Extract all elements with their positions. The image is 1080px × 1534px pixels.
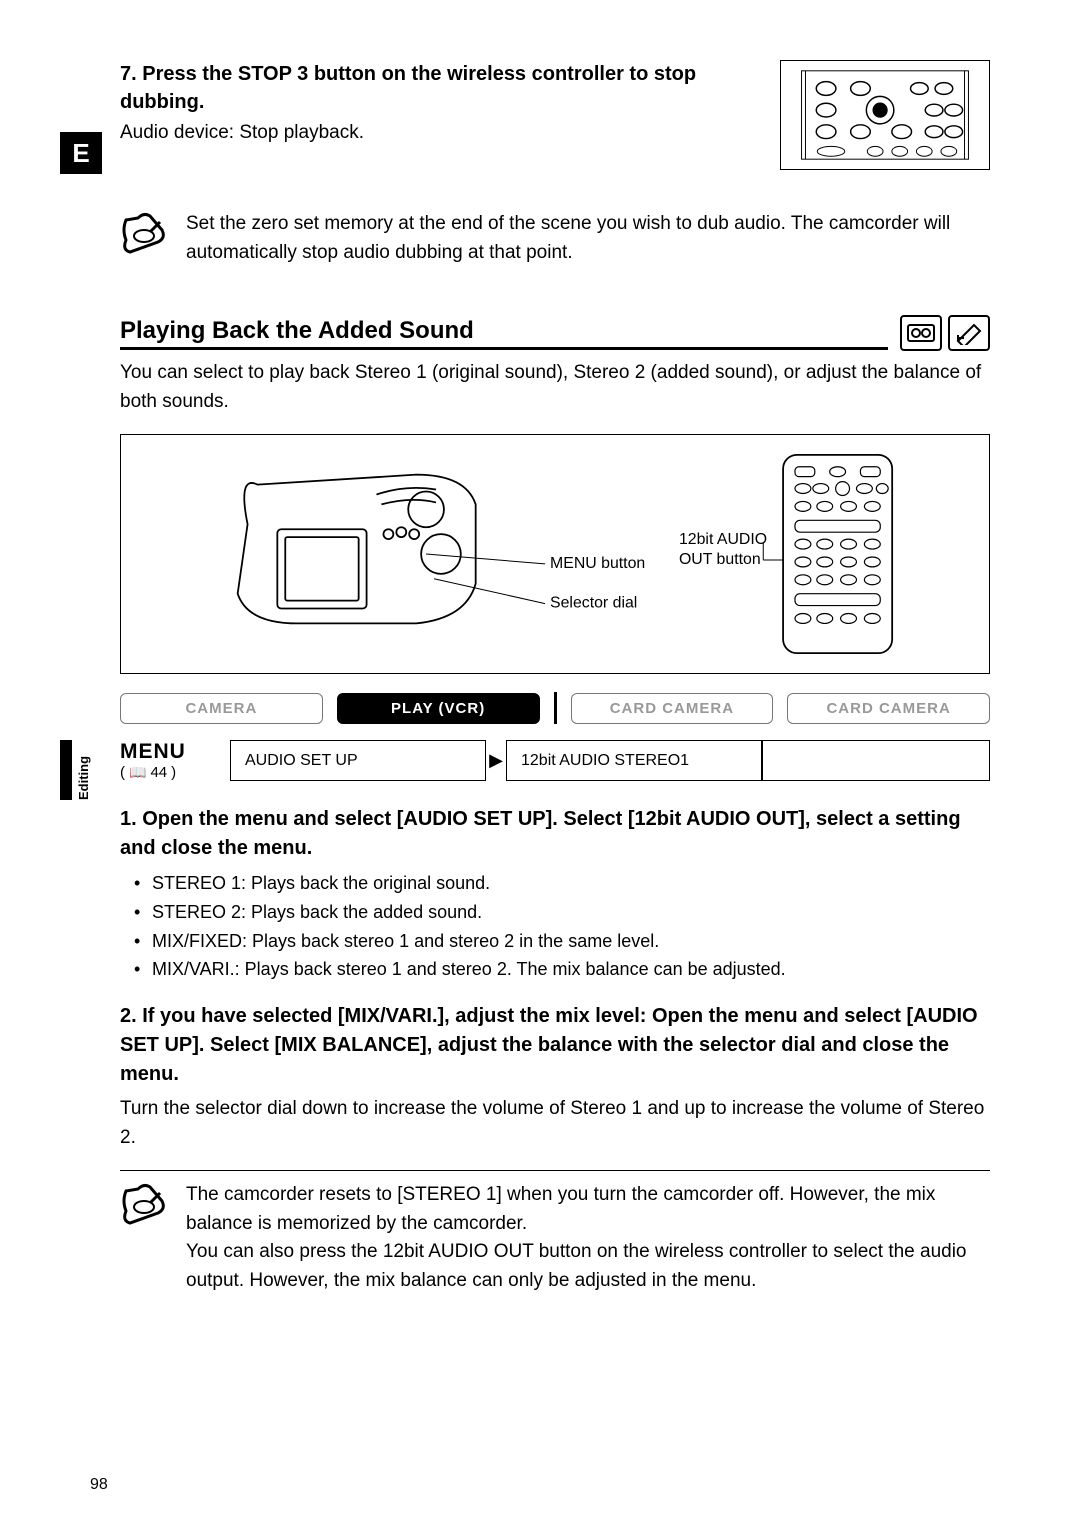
bullet-item: MIX/VARI.: Plays back stereo 1 and stere…: [134, 955, 990, 984]
section-intro: You can select to play back Stereo 1 (or…: [120, 359, 990, 416]
note-icon: [120, 210, 168, 258]
label-selector-dial: Selector dial: [550, 595, 637, 612]
note-1-text: Set the zero set memory at the end of th…: [186, 210, 990, 267]
bullet-item: STEREO 1: Plays back the original sound.: [134, 869, 990, 898]
menu-cell-1: AUDIO SET UP: [230, 740, 486, 781]
mode-play-vcr: PLAY (VCR): [337, 693, 540, 724]
section-tab-bar: [60, 740, 72, 800]
tape-icon: [900, 315, 942, 351]
menu-arrow-icon: ▶: [486, 740, 506, 781]
language-tab: E: [60, 132, 102, 174]
book-icon: 📖: [129, 764, 146, 781]
camcorder-remote-diagram: MENU button Selector dial: [120, 434, 990, 674]
mode-camera: CAMERA: [120, 693, 323, 724]
mode-card-camera-1: CARD CAMERA: [571, 693, 774, 724]
instruction-1-bullets: STEREO 1: Plays back the original sound.…: [120, 869, 990, 984]
note-icon: [120, 1181, 168, 1229]
note-2-text: The camcorder resets to [STEREO 1] when …: [186, 1181, 990, 1295]
menu-cell-empty: [762, 740, 990, 781]
instruction-2-heading: 2. If you have selected [MIX/VARI.], adj…: [120, 1002, 990, 1089]
pen-icon: [948, 315, 990, 351]
mode-separator: [554, 692, 557, 724]
page-number: 98: [90, 1476, 108, 1494]
menu-path-row: MENU (📖 44) AUDIO SET UP ▶ 12bit AUDIO S…: [120, 740, 990, 781]
menu-cell-2: 12bit AUDIO STEREO1: [506, 740, 762, 781]
instruction-2-sub: Turn the selector dial down to increase …: [120, 1095, 990, 1152]
menu-page-ref: (📖 44): [120, 764, 230, 781]
label-audio-out-2: OUT button: [679, 551, 761, 568]
label-audio-out-1: 12bit AUDIO: [679, 531, 767, 548]
bullet-item: MIX/FIXED: Plays back stereo 1 and stere…: [134, 927, 990, 956]
mode-selector-row: CAMERA PLAY (VCR) CARD CAMERA CARD CAMER…: [120, 692, 990, 724]
label-menu-button: MENU button: [550, 555, 645, 572]
mode-card-camera-2: CARD CAMERA: [787, 693, 990, 724]
step-7-subtext: Audio device: Stop playback.: [120, 122, 760, 144]
menu-label: MENU: [120, 740, 230, 764]
mode-icons: [900, 315, 990, 351]
section-heading: Playing Back the Added Sound: [120, 317, 888, 350]
remote-controller-diagram: [780, 60, 990, 170]
bullet-item: STEREO 2: Plays back the added sound.: [134, 898, 990, 927]
instruction-1-heading: 1. Open the menu and select [AUDIO SET U…: [120, 805, 990, 863]
step-7-heading: 7. Press the STOP 3 button on the wirele…: [120, 60, 760, 116]
section-tab-label: Editing: [76, 756, 91, 800]
